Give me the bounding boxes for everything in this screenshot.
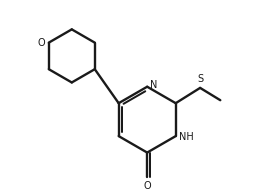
Text: S: S <box>198 74 204 84</box>
Text: O: O <box>37 38 45 48</box>
Text: NH: NH <box>179 132 194 142</box>
Text: N: N <box>150 80 157 90</box>
Text: O: O <box>143 181 151 191</box>
